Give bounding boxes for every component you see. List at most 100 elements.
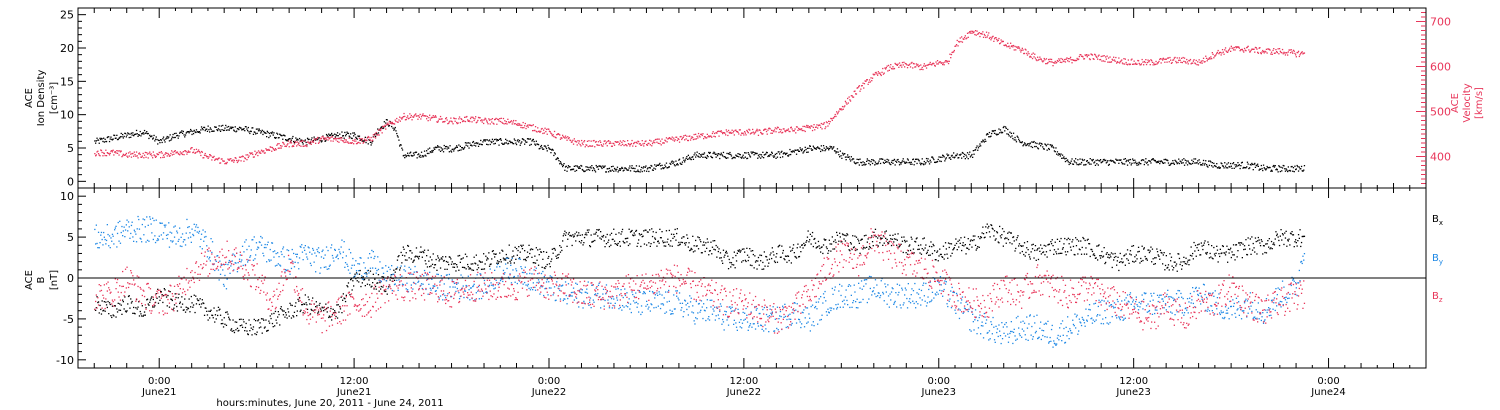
density-point	[1211, 162, 1213, 164]
velocity-point	[599, 140, 601, 142]
bx-point	[768, 262, 770, 264]
bx-point	[1056, 238, 1059, 240]
density-point	[1190, 163, 1192, 165]
bx-point	[581, 234, 583, 236]
velocity-point	[811, 125, 813, 127]
velocity-point	[1284, 52, 1286, 54]
bx-point	[692, 251, 695, 253]
density-point	[985, 140, 987, 142]
density-point	[881, 158, 883, 160]
density-point	[518, 139, 521, 142]
velocity-point	[624, 144, 627, 146]
bx-point	[1086, 253, 1088, 255]
density-point	[272, 134, 274, 136]
density-point	[494, 138, 496, 141]
density-point	[515, 143, 518, 146]
bx-point	[570, 234, 572, 237]
density-point	[559, 161, 562, 163]
bx-point	[1251, 236, 1253, 238]
density-point	[979, 143, 981, 145]
velocity-point	[562, 136, 564, 138]
velocity-point	[696, 135, 698, 137]
velocity-point	[713, 135, 715, 137]
velocity-point	[352, 139, 354, 142]
velocity-point	[115, 152, 117, 154]
bx-point	[1025, 251, 1027, 254]
density-point	[532, 139, 534, 141]
bx-point	[705, 242, 707, 244]
velocity-point	[285, 145, 287, 148]
bx-point	[567, 238, 569, 240]
bx-point	[741, 248, 744, 250]
density-point	[1287, 170, 1289, 173]
velocity-point	[209, 154, 211, 156]
bx-point	[420, 251, 423, 253]
bx-point	[847, 234, 849, 236]
by-point	[111, 240, 113, 242]
velocity-point	[582, 143, 584, 146]
velocity-point	[317, 136, 319, 139]
velocity-point	[383, 125, 385, 128]
velocity-point	[1218, 53, 1220, 55]
density-point	[718, 153, 720, 155]
bx-point	[1086, 239, 1088, 241]
velocity-point	[632, 145, 634, 147]
density-point	[525, 141, 527, 143]
velocity-point	[597, 144, 599, 146]
velocity-point	[858, 85, 860, 87]
velocity-point	[559, 138, 562, 140]
velocity-point	[287, 140, 290, 142]
bx-point	[448, 256, 450, 258]
bx-point	[1145, 257, 1148, 260]
density-point	[453, 150, 455, 152]
velocity-point	[244, 157, 246, 159]
bx-point	[642, 235, 644, 237]
bx-point	[1176, 270, 1178, 272]
bx-point	[708, 254, 710, 256]
density-point	[887, 161, 889, 163]
bx-point	[458, 254, 461, 257]
density-point	[116, 138, 119, 141]
velocity-point	[313, 138, 315, 140]
density-point	[923, 160, 925, 163]
bx-point	[832, 248, 834, 250]
velocity-point	[997, 39, 999, 41]
density-point	[816, 147, 818, 149]
bx-point	[578, 232, 580, 234]
density-point	[500, 139, 502, 141]
bx-point	[1135, 254, 1137, 256]
velocity-point	[480, 119, 483, 121]
bx-point	[1004, 238, 1006, 240]
bx-point	[537, 264, 540, 266]
velocity-point	[200, 150, 203, 153]
bx-point	[1113, 259, 1115, 261]
density-point	[559, 163, 561, 165]
bx-point	[101, 300, 103, 302]
velocity-point	[597, 141, 600, 143]
density-point	[1073, 160, 1075, 162]
bx-point	[228, 316, 230, 318]
bx-point	[534, 255, 536, 257]
velocity-point	[795, 132, 797, 134]
bx-point	[432, 253, 434, 255]
velocity-point	[852, 96, 854, 98]
density-point	[1033, 140, 1035, 143]
bx-point	[318, 304, 320, 306]
bx-point	[586, 229, 589, 231]
velocity-point	[741, 132, 743, 134]
bx-point	[1007, 238, 1010, 241]
bx-point	[115, 316, 117, 318]
density-point	[358, 135, 360, 138]
density-point	[376, 133, 378, 135]
velocity-point	[430, 117, 432, 119]
bx-point	[321, 306, 323, 308]
density-point	[551, 149, 553, 151]
bx-point	[143, 311, 146, 313]
bx-point	[768, 258, 771, 260]
density-point	[688, 158, 690, 160]
bx-point	[1006, 237, 1008, 239]
velocity-point	[179, 151, 181, 153]
velocity-point	[197, 150, 199, 152]
bx-point	[652, 231, 654, 233]
velocity-point	[864, 80, 866, 82]
